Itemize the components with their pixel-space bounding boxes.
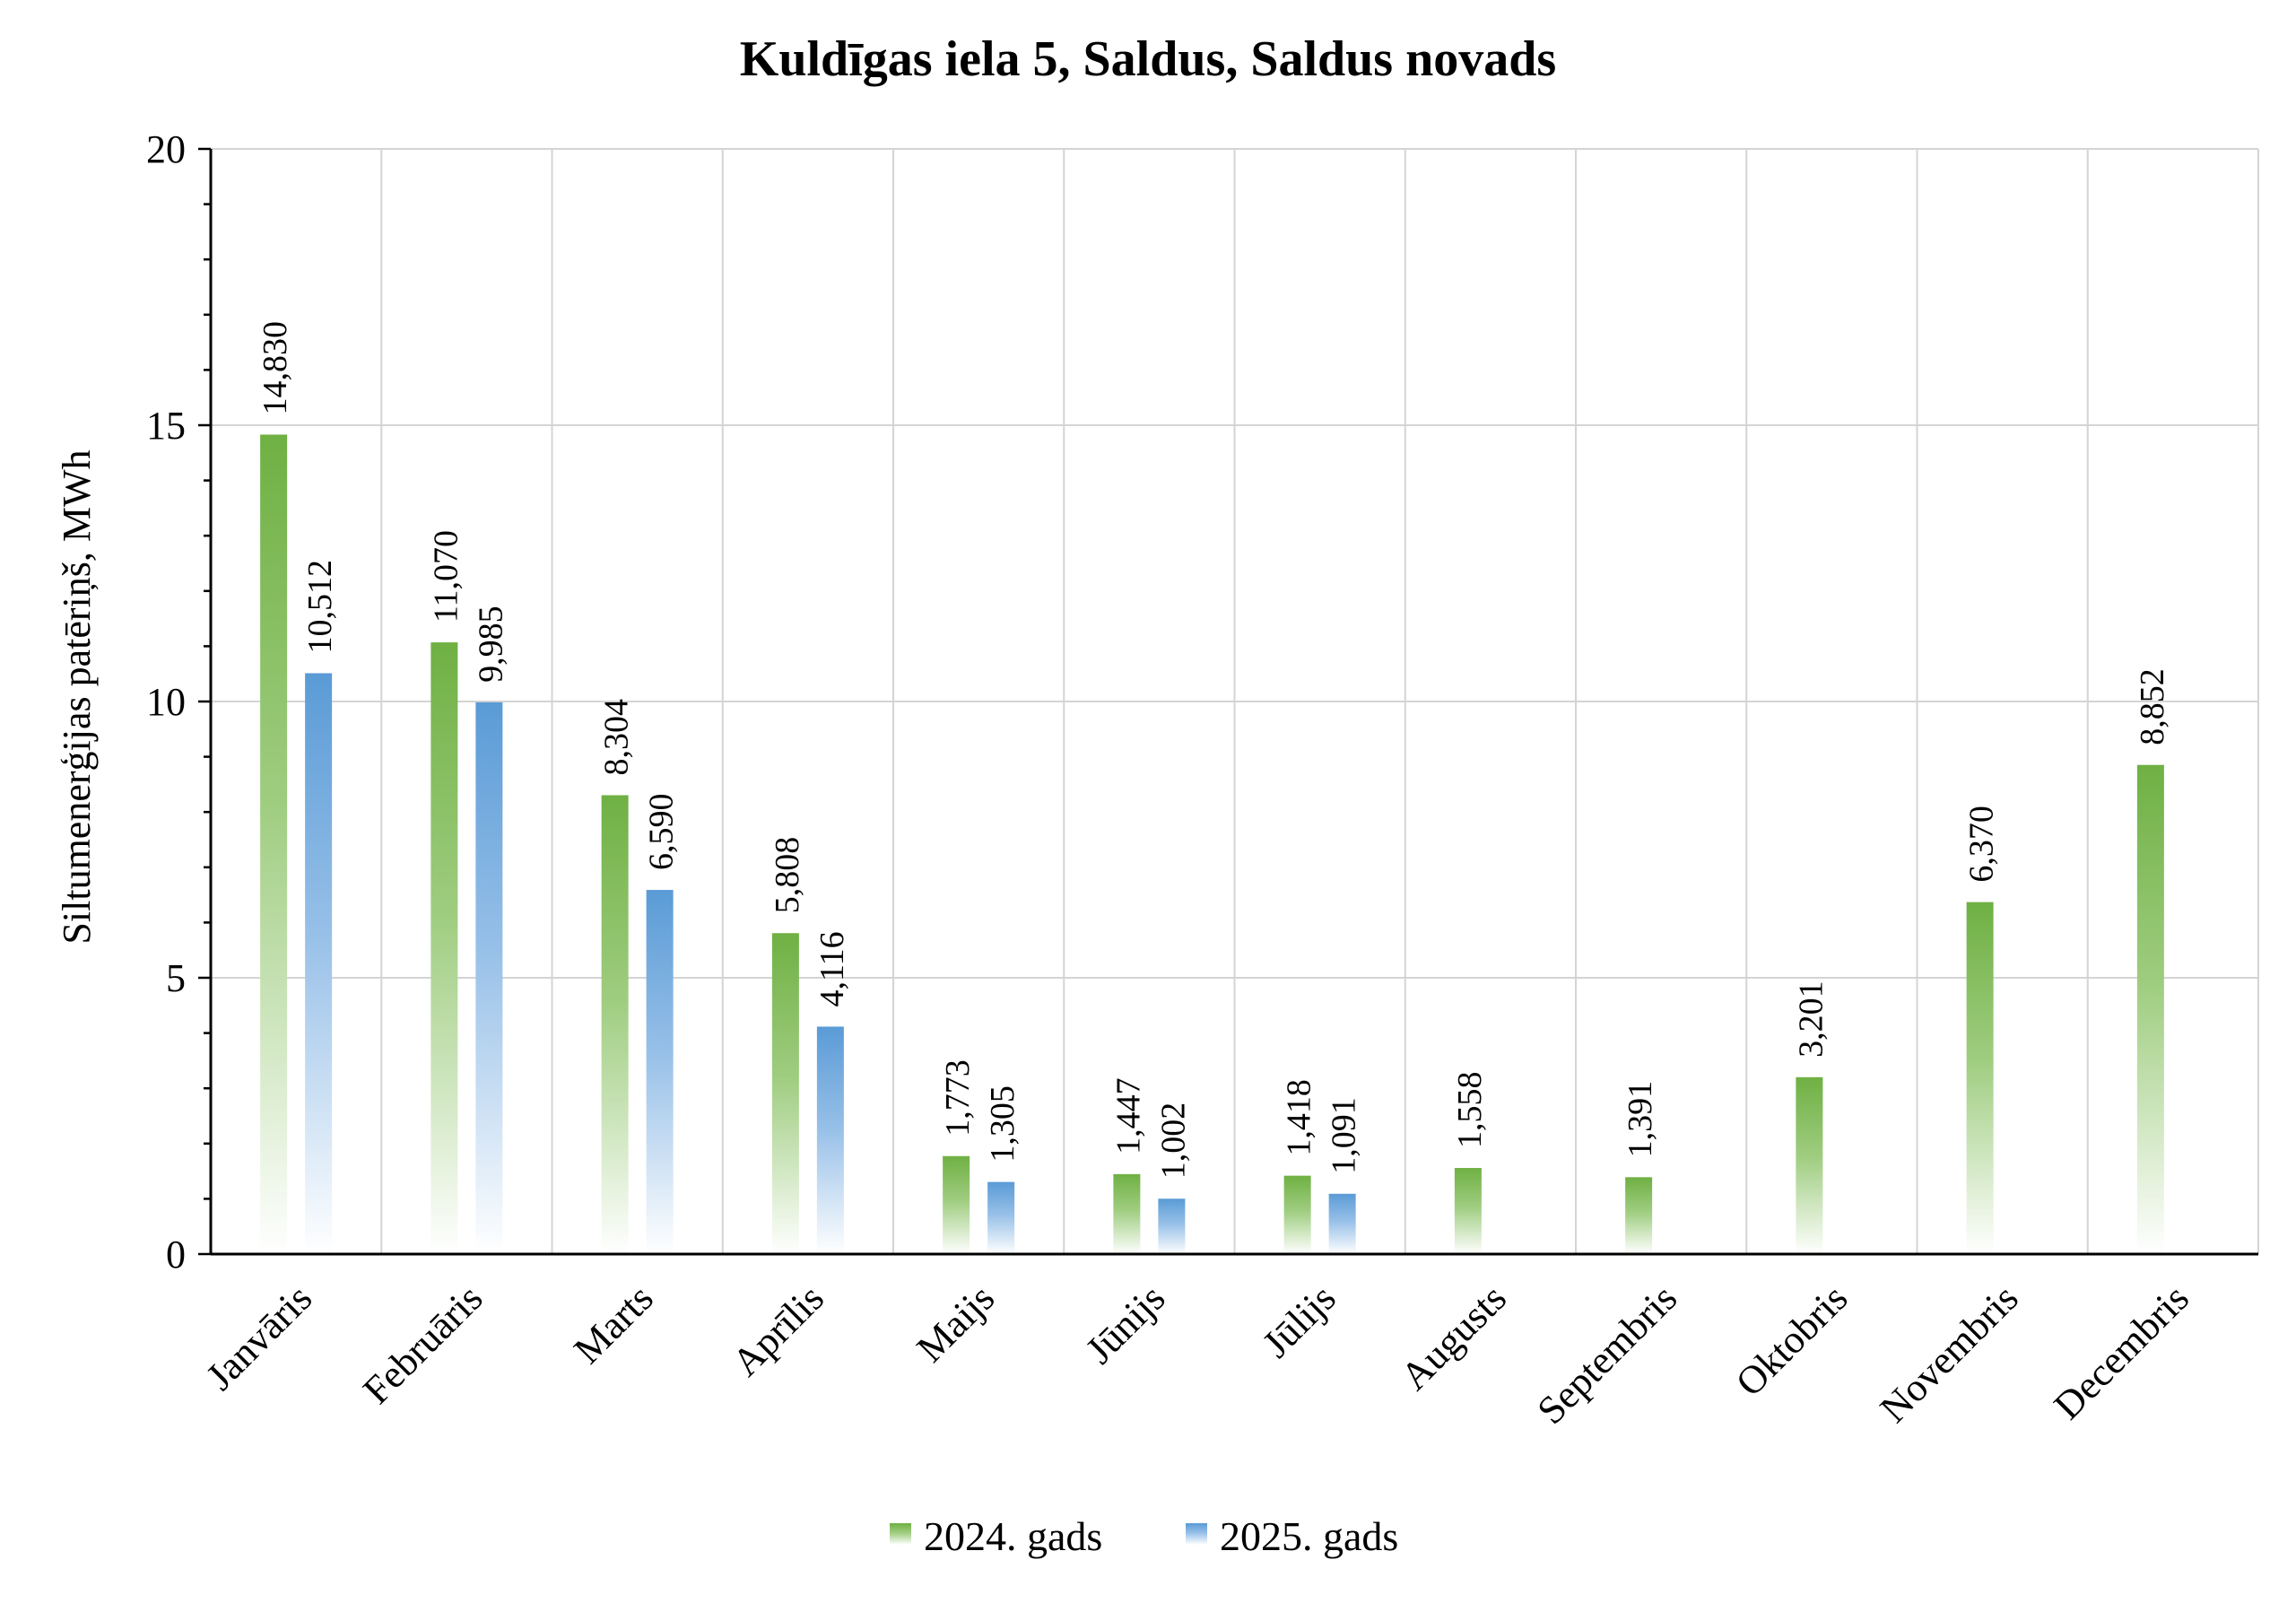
grid-lines (211, 148, 2259, 1254)
data-label: 5,808 (769, 837, 806, 914)
bar-2024-6 (1113, 1173, 1141, 1254)
x-category-label: Decembris (2046, 1276, 2197, 1427)
data-label: 1,773 (939, 1059, 977, 1137)
bar-2024-1 (260, 434, 288, 1254)
bar-2024-12 (2136, 764, 2164, 1254)
bar-2024-2 (430, 642, 458, 1254)
y-tick-label: 5 (166, 956, 186, 1000)
data-label: 1,305 (984, 1085, 1022, 1163)
bar-2024-10 (1796, 1076, 1823, 1254)
x-category-label: Aprīlis (724, 1276, 832, 1384)
axes: 0 5 10 15 20 Janvāris Februāris Marts Aprīlis Mai… (146, 127, 2258, 1433)
data-label: 1,391 (1622, 1081, 1659, 1158)
bar-2024-3 (601, 795, 629, 1254)
data-label: 6,370 (1963, 806, 2001, 883)
data-label: 10,512 (301, 560, 339, 654)
data-label: 9,985 (472, 606, 509, 683)
data-label: 8,304 (598, 699, 636, 776)
y-tick-label: 0 (166, 1233, 186, 1277)
data-label: 14,830 (257, 321, 294, 415)
y-tick-label: 20 (146, 127, 186, 171)
data-label: 6,590 (643, 794, 681, 871)
x-category-label: Jūnijs (1077, 1276, 1173, 1372)
x-category-label: Oktobris (1727, 1276, 1857, 1405)
y-tick-label: 15 (146, 404, 186, 448)
bar-2025-3 (646, 890, 674, 1254)
bar-2024-7 (1283, 1175, 1311, 1254)
legend-label-2024: 2024. gads (924, 1513, 1102, 1559)
x-category-label: Janvāris (198, 1276, 321, 1399)
bar-2024-8 (1454, 1168, 1482, 1254)
bars (260, 434, 2164, 1254)
data-label: 3,201 (1792, 980, 1830, 1058)
y-axis-title: Siltumenerģijas patēriņš, MWh (55, 449, 99, 944)
bar-2024-5 (943, 1155, 970, 1254)
x-category-label: Maijs (909, 1276, 1004, 1371)
data-label: 4,116 (813, 931, 851, 1006)
bar-2024-4 (771, 933, 799, 1254)
data-label: 11,070 (427, 530, 465, 623)
data-label: 1,558 (1451, 1072, 1489, 1149)
y-tick-label: 10 (146, 680, 186, 724)
legend-label-2025: 2025. gads (1220, 1513, 1398, 1559)
bar-2024-11 (1966, 902, 1994, 1254)
data-label: 8,852 (2134, 668, 2171, 745)
x-category-label: Novembris (1872, 1276, 2027, 1431)
legend-swatch-2025 (1186, 1523, 1207, 1545)
bar-2025-7 (1328, 1193, 1356, 1254)
x-category-label: Augusts (1392, 1276, 1515, 1399)
legend-swatch-2024 (890, 1523, 911, 1545)
data-label: 1,447 (1109, 1077, 1147, 1155)
x-category-label: Jūlijs (1254, 1276, 1344, 1365)
bar-2024-9 (1625, 1177, 1653, 1254)
data-label: 1,002 (1154, 1102, 1192, 1180)
bar-2025-2 (475, 701, 503, 1254)
x-category-label: Februāris (354, 1276, 491, 1412)
legend: 2024. gads 2025. gads (890, 1513, 1398, 1559)
bar-2025-1 (305, 673, 333, 1254)
data-label: 1,091 (1326, 1097, 1363, 1174)
data-label: 1,418 (1281, 1079, 1318, 1156)
bar-2025-6 (1158, 1198, 1186, 1254)
chart-title: Kuldīgas iela 5, Saldus, Saldus novads (739, 31, 1557, 87)
x-category-label: Septembris (1529, 1276, 1686, 1433)
x-category-label: Marts (565, 1276, 661, 1372)
bar-2025-4 (816, 1026, 844, 1254)
bar-2025-5 (987, 1181, 1015, 1254)
